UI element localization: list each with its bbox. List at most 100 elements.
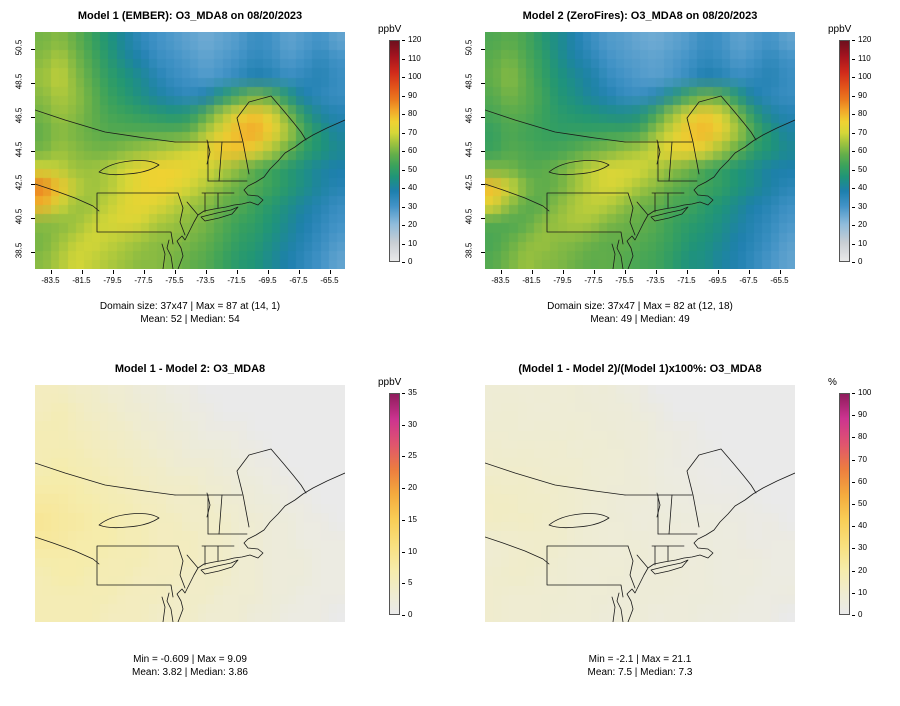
y-axis-tick-label: 50.5	[14, 39, 24, 56]
delaware-river	[627, 192, 636, 236]
southern-new-england-borders	[201, 545, 235, 566]
map-plot	[35, 385, 345, 622]
x-axis-tick-label: -71.5	[677, 276, 696, 285]
stats-line-1: Min = -0.609 | Max = 9.09	[133, 654, 247, 665]
colorbar-tick-label: 0	[408, 257, 413, 266]
x-axis-tick-label: -79.5	[553, 276, 572, 285]
lake-champlain	[206, 139, 211, 165]
colorbar-tick-label: 5	[408, 578, 413, 588]
panel-percent-difference: (Model 1 - Model 2)/(Model 1)x100%: O3_M…	[450, 353, 900, 706]
colorbar-tick-mark	[402, 151, 405, 152]
chesapeake-bay	[161, 592, 174, 622]
delaware-river	[627, 545, 636, 589]
maine-borders	[236, 95, 307, 175]
colorbar-tick-mark	[852, 225, 855, 226]
lake-erie	[485, 536, 550, 565]
colorbar-tick-label: 50	[858, 164, 867, 174]
st-lawrence	[485, 109, 626, 143]
long-island	[650, 559, 689, 575]
x-axis-tick-mark	[593, 270, 595, 274]
colorbar	[389, 40, 400, 262]
x-axis-tick-label: -73.5	[646, 276, 665, 285]
lake-ontario	[548, 513, 610, 529]
x-axis-tick-label: -83.5	[41, 276, 60, 285]
colorbar-tick-label: 20	[858, 220, 867, 229]
lake-ontario	[98, 513, 160, 529]
colorbar-tick-mark	[402, 243, 405, 245]
colorbar-tick-labels: 0 10 20 30 40 50 60 70 80 90 100 110 120	[402, 35, 436, 266]
x-axis-tick-label: -73.5	[196, 276, 215, 285]
x-axis-tick-label: -81.5	[522, 276, 541, 285]
colorbar-tick-mark	[402, 132, 405, 134]
x-axis-tick-label: -67.5	[289, 276, 308, 285]
stats-line-1: Domain size: 37x47 | Max = 87 at (14, 1)	[99, 301, 281, 312]
maine-borders	[686, 95, 757, 175]
colorbar-tick-label: 100	[858, 388, 872, 397]
y-axis-tick-mark	[481, 150, 485, 152]
long-island	[200, 206, 239, 222]
colorbar-tick-label: 0	[858, 610, 863, 619]
coastline	[626, 119, 795, 269]
panel-title: Model 1 - Model 2: O3_MDA8	[114, 363, 266, 375]
ny-nj-border	[636, 554, 649, 569]
x-axis-tick-label: -75.5	[165, 276, 184, 285]
colorbar-tick-mark	[852, 243, 855, 245]
colorbar-tick-mark	[852, 188, 855, 189]
colorbar-tick-label: 30	[858, 201, 867, 211]
stats-block: Domain size: 37x47 | Max = 82 at (12, 18…	[460, 300, 820, 326]
panel-difference: Model 1 - Model 2: O3_MDA8 ppbV 0 5 10 15 20…	[0, 353, 450, 706]
x-axis-tick-mark	[298, 270, 300, 274]
y-axis-tick-mark	[31, 150, 35, 152]
x-axis-tick-mark	[655, 270, 657, 274]
map-plot	[485, 32, 795, 269]
panel-title: (Model 1 - Model 2)/(Model 1)x100%: O3_M…	[518, 363, 762, 375]
lake-ontario	[548, 160, 610, 176]
colorbar-tick-label: 110	[858, 53, 871, 63]
colorbar-tick-mark	[402, 519, 405, 521]
colorbar-tick-label: 0	[408, 610, 413, 619]
y-axis-tick-label: 50.5	[464, 39, 474, 56]
colorbar-tick-mark	[852, 58, 855, 60]
x-axis-tick-label: -67.5	[739, 276, 758, 285]
x-axis-tick-mark	[531, 270, 533, 274]
map-plot	[485, 385, 795, 622]
x-axis-tick-mark	[81, 270, 83, 274]
y-axis-tick-mark	[481, 184, 485, 186]
y-axis-tick-mark	[481, 48, 485, 50]
stats-line-2: Mean: 7.5 | Median: 7.3	[587, 667, 693, 678]
colorbar-tick-mark	[852, 262, 855, 263]
chesapeake-bay	[161, 239, 174, 269]
x-axis-tick-label: -77.5	[134, 276, 153, 285]
colorbar-tick-label: 60	[858, 476, 867, 486]
colorbar-tick-mark	[402, 583, 405, 585]
lake-champlain	[206, 492, 211, 518]
vt-nh-border	[668, 141, 673, 182]
colorbar-tick-label: 30	[408, 419, 417, 429]
colorbar-tick-label: 120	[858, 35, 872, 44]
y-axis-tick-label: 44.5	[14, 141, 24, 157]
y-axis-tick-mark	[481, 218, 485, 220]
x-axis: -83.5 -81.5 -79.5 -77.5 -75.5 -73.5 -71.5 -69.5…	[35, 270, 345, 286]
lake-champlain	[656, 139, 661, 165]
colorbar-tick-label: 80	[858, 432, 867, 442]
coastline	[176, 472, 345, 622]
stats-line-2: Mean: 49 | Median: 49	[590, 314, 690, 325]
colorbar-tick-mark	[852, 481, 855, 483]
x-axis-tick-mark	[112, 270, 114, 274]
y-axis-tick-mark	[31, 218, 35, 220]
y-axis-tick-label: 42.5	[464, 175, 474, 191]
x-axis-tick-mark	[562, 270, 564, 274]
colorbar-tick-label: 80	[408, 109, 417, 118]
colorbar-tick-mark	[402, 77, 405, 78]
colorbar-tick-label: 10	[408, 238, 417, 248]
colorbar-tick-label: 35	[408, 388, 417, 397]
colorbar-tick-mark	[402, 424, 405, 426]
colorbar-tick-mark	[852, 114, 855, 115]
colorbar-tick-label: 10	[408, 546, 417, 556]
colorbar-tick-label: 30	[858, 543, 867, 553]
x-axis-tick-mark	[686, 270, 688, 274]
stats-line-2: Mean: 52 | Median: 54	[140, 314, 240, 325]
x-axis-tick-label: -83.5	[491, 276, 510, 285]
colorbar-tick-mark	[402, 262, 405, 263]
colorbar-tick-mark	[852, 437, 855, 439]
